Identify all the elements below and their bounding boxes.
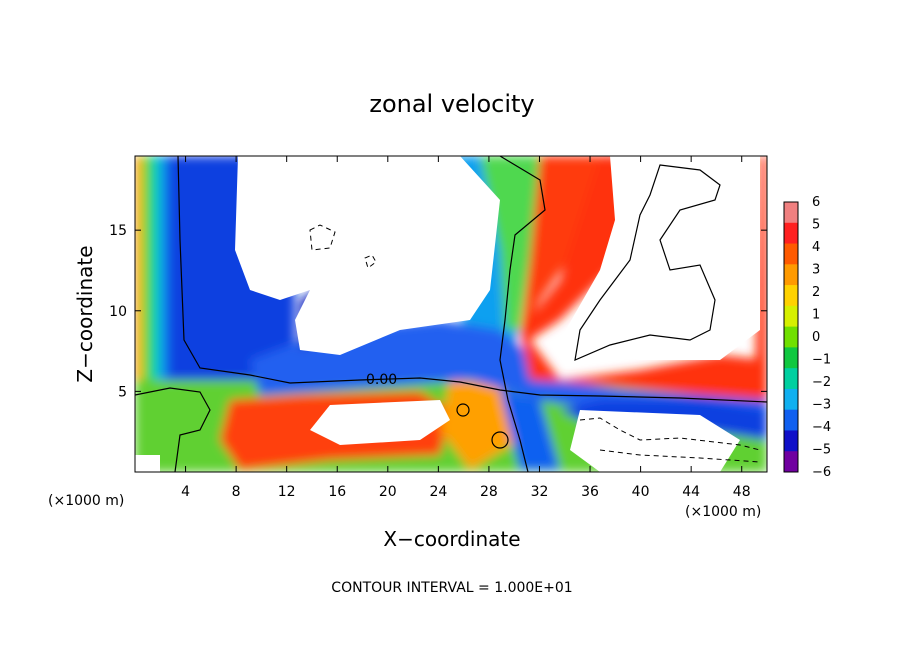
colorbar-swatch <box>784 202 798 224</box>
colorbar-swatch <box>784 222 798 245</box>
contour-label: 0.00 <box>366 372 397 388</box>
colorbar-tick-label: −5 <box>812 443 831 458</box>
colorbar-tick-label: −3 <box>812 398 831 413</box>
colorbar-tick-label: 1 <box>812 308 820 323</box>
colorbar-tick-label: 3 <box>812 263 820 278</box>
colorbar-swatch <box>784 451 798 473</box>
y-axis: 5 10 15 <box>109 223 767 400</box>
x-tick-label: 28 <box>480 484 498 500</box>
colorbar-swatch <box>784 347 798 369</box>
x-tick-label: 8 <box>232 484 241 500</box>
colorbar-tick-label: −2 <box>812 375 831 390</box>
colorbar-tick-label: 4 <box>812 240 820 255</box>
colorbar-swatch <box>784 388 798 411</box>
colorbar-swatch <box>784 430 798 452</box>
colorbar: 6 5 4 3 2 1 0 −1 −2 −3 −4 −5 −6 <box>783 195 831 480</box>
x-tick-label: 12 <box>278 484 296 500</box>
x-tick-label: 4 <box>181 484 190 500</box>
contour-interval-footer: CONTOUR INTERVAL = 1.000E+01 <box>331 580 572 596</box>
colorbar-frame <box>783 201 799 473</box>
colorbar-tick-label: 0 <box>812 330 820 345</box>
colorbar-swatch <box>784 285 798 307</box>
colorbar-tick-label: −1 <box>812 353 831 368</box>
colorbar-tick-label: 2 <box>812 285 820 300</box>
x-tick-label: 48 <box>733 484 751 500</box>
colorbar-swatch <box>784 243 798 265</box>
colorbar-swatch <box>784 368 798 390</box>
x-axis-title: X−coordinate <box>383 527 520 551</box>
plot-frame <box>134 155 768 473</box>
plot-area: 0.00 <box>135 156 767 472</box>
colorbar-tick-label: −6 <box>812 465 831 480</box>
x-tick-label: 20 <box>379 484 397 500</box>
colorbar-swatch <box>784 305 798 328</box>
x-unit-label-right: (×1000 m) <box>685 504 761 520</box>
y-tick-label: 10 <box>109 304 127 320</box>
x-tick-label: 44 <box>682 484 700 500</box>
y-tick-label: 15 <box>109 223 127 239</box>
y-axis-title: Z−coordinate <box>73 245 97 382</box>
x-tick-label: 40 <box>632 484 650 500</box>
colorbar-swatch <box>784 409 798 431</box>
colorbar-swatch <box>784 264 798 286</box>
colorbar-swatch <box>784 326 798 348</box>
y-tick-label: 5 <box>118 384 127 400</box>
x-unit-label-left: (×1000 m) <box>48 493 124 509</box>
x-tick-label: 24 <box>429 484 447 500</box>
colorbar-tick-label: 6 <box>812 195 820 210</box>
x-axis: 4 8 12 16 20 24 28 32 36 40 44 48 <box>181 156 751 500</box>
x-tick-label: 32 <box>531 484 549 500</box>
colorbar-tick-label: −4 <box>812 420 831 435</box>
x-tick-label: 16 <box>328 484 346 500</box>
chart-title: zonal velocity <box>369 90 534 118</box>
colorbar-tick-label: 5 <box>812 218 820 233</box>
x-tick-label: 36 <box>581 484 599 500</box>
